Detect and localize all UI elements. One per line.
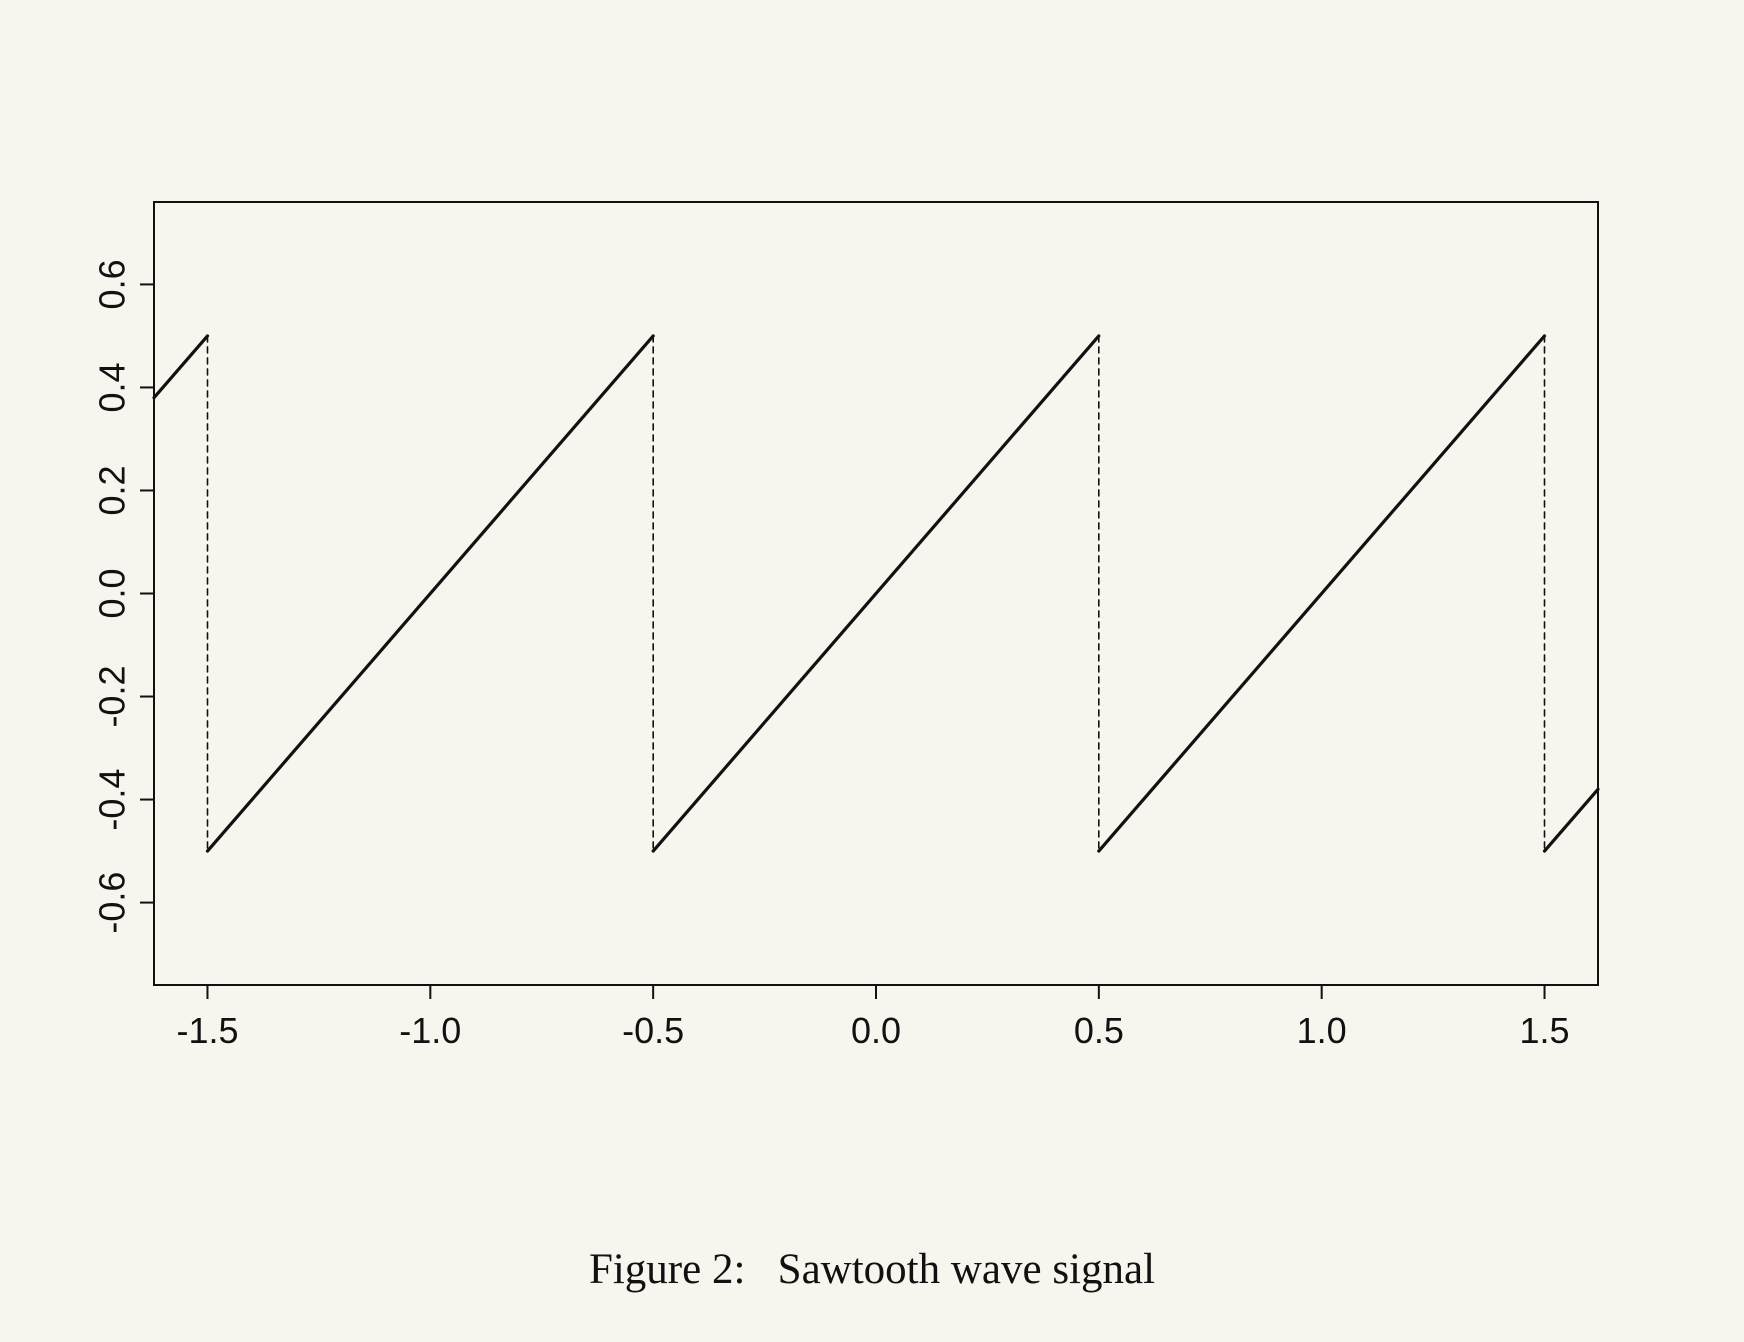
y-tick-label: -0.6: [92, 872, 133, 934]
y-tick-label: 0.2: [92, 465, 133, 515]
sawtooth-ramp-line: [205, 334, 655, 853]
x-tick-label: 0.0: [851, 1010, 901, 1051]
x-tick-label: 0.5: [1074, 1010, 1124, 1051]
sawtooth-ramp-line: [651, 334, 1101, 853]
y-tick-label: 0.0: [92, 568, 133, 618]
y-axis: -0.6 -0.4 -0.2 0.0 0.2 0.4 0.6: [92, 259, 155, 934]
figure-caption: Figure 2: Sawtooth wave signal: [0, 1245, 1744, 1294]
x-tick-label: -0.5: [622, 1010, 684, 1051]
x-tick-label: 1.0: [1297, 1010, 1347, 1051]
y-tick-label: 0.4: [92, 362, 133, 412]
y-tick-label: -0.4: [92, 769, 133, 831]
x-tick-label: 1.5: [1519, 1010, 1569, 1051]
sawtooth-ramp-line: [152, 334, 210, 400]
caption-label: Figure 2:: [588, 1246, 746, 1293]
x-axis: -1.5 -1.0 -0.5 0.0 0.5 1.0 1.5: [176, 984, 1570, 1051]
plot-lines: [152, 334, 1600, 853]
y-tick-label: 0.6: [92, 259, 133, 309]
x-tick-label: -1.0: [399, 1010, 461, 1051]
caption-text: Sawtooth wave signal: [777, 1246, 1156, 1293]
x-tick-label: -1.5: [176, 1010, 238, 1051]
y-tick-label: -0.2: [92, 666, 133, 728]
sawtooth-ramp-line: [1097, 334, 1547, 853]
sawtooth-ramp-line: [1542, 787, 1600, 853]
